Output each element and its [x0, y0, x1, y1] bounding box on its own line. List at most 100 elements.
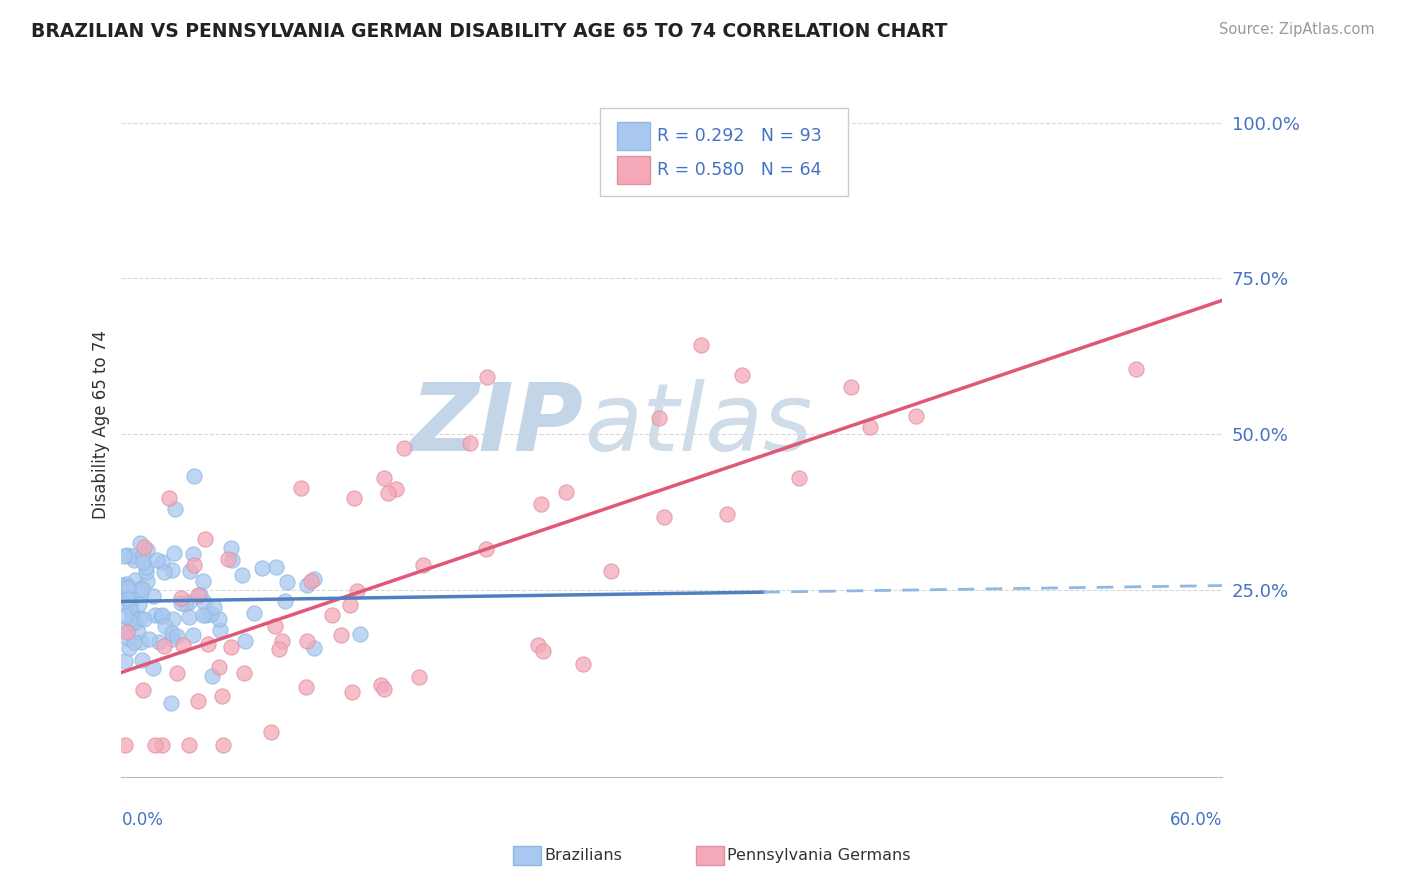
Point [148, 635, 170, 649]
Point [112, 549, 135, 563]
Y-axis label: Disability Age 65 to 74: Disability Age 65 to 74 [93, 330, 110, 519]
Point [131, 582, 153, 596]
Point [217, 552, 239, 566]
Point [128, 536, 150, 550]
Point [200, 607, 222, 622]
Point [179, 564, 201, 578]
Point [114, 584, 136, 599]
Point [172, 638, 194, 652]
Point [197, 637, 219, 651]
Point [111, 578, 134, 592]
Point [475, 541, 498, 556]
Point [124, 573, 146, 587]
Point [191, 574, 214, 589]
Point [112, 598, 135, 612]
Point [153, 565, 176, 579]
Point [131, 653, 153, 667]
Bar [617, 156, 650, 184]
Point [194, 533, 217, 547]
Point [475, 370, 498, 384]
Point [527, 638, 550, 652]
Point [179, 595, 201, 609]
Point [135, 565, 157, 579]
Point [204, 599, 226, 614]
Point [132, 612, 155, 626]
Text: R = 0.292   N = 93: R = 0.292 N = 93 [658, 128, 823, 145]
Point [264, 559, 287, 574]
Point [143, 739, 166, 753]
Text: Pennsylvania Germans: Pennsylvania Germans [727, 848, 911, 863]
Point [408, 670, 430, 684]
Point [235, 633, 257, 648]
Point [208, 660, 231, 674]
Point [342, 684, 364, 698]
Point [458, 436, 481, 450]
Point [731, 368, 754, 382]
Point [690, 338, 713, 352]
Text: 60.0%: 60.0% [1170, 811, 1222, 829]
Point [264, 619, 287, 633]
Point [120, 603, 142, 617]
Point [179, 739, 201, 753]
Point [121, 616, 143, 631]
Point [191, 607, 214, 622]
Point [859, 420, 882, 434]
Point [132, 548, 155, 562]
Point [276, 574, 298, 589]
Point [150, 555, 173, 569]
Point [295, 577, 318, 591]
Point [208, 623, 231, 637]
Point [242, 607, 264, 621]
Point [302, 640, 325, 655]
Point [166, 666, 188, 681]
Point [267, 642, 290, 657]
Point [166, 629, 188, 643]
Point [384, 482, 406, 496]
Point [145, 553, 167, 567]
Point [373, 681, 395, 696]
Point [201, 669, 224, 683]
Point [572, 657, 595, 672]
Point [117, 592, 139, 607]
Point [143, 608, 166, 623]
Point [177, 610, 200, 624]
Point [187, 693, 209, 707]
Point [160, 626, 183, 640]
Point [183, 558, 205, 573]
Point [135, 574, 157, 588]
Point [121, 616, 143, 631]
Point [321, 607, 343, 622]
Point [114, 654, 136, 668]
Point [221, 640, 243, 654]
Point [533, 644, 555, 658]
Point [211, 689, 233, 703]
Point [343, 491, 366, 505]
Point [187, 588, 209, 602]
Point [157, 491, 180, 506]
Point [165, 502, 187, 516]
Point [250, 560, 273, 574]
Point [260, 725, 283, 739]
Point [159, 697, 181, 711]
Point [302, 573, 325, 587]
Point [142, 661, 165, 675]
Point [132, 555, 155, 569]
Point [290, 481, 312, 495]
Point [377, 485, 399, 500]
Point [132, 683, 155, 698]
Text: ZIP: ZIP [411, 379, 583, 471]
Point [329, 628, 352, 642]
Point [195, 607, 218, 622]
Point [117, 640, 139, 655]
Point [188, 588, 211, 602]
Text: R = 0.580   N = 64: R = 0.580 N = 64 [658, 161, 823, 179]
Point [162, 546, 184, 560]
Point [129, 588, 152, 602]
Point [170, 596, 193, 610]
Point [716, 507, 738, 521]
Point [271, 633, 294, 648]
Point [648, 410, 671, 425]
Point [114, 739, 136, 753]
Point [114, 576, 136, 591]
Text: atlas: atlas [583, 379, 811, 470]
